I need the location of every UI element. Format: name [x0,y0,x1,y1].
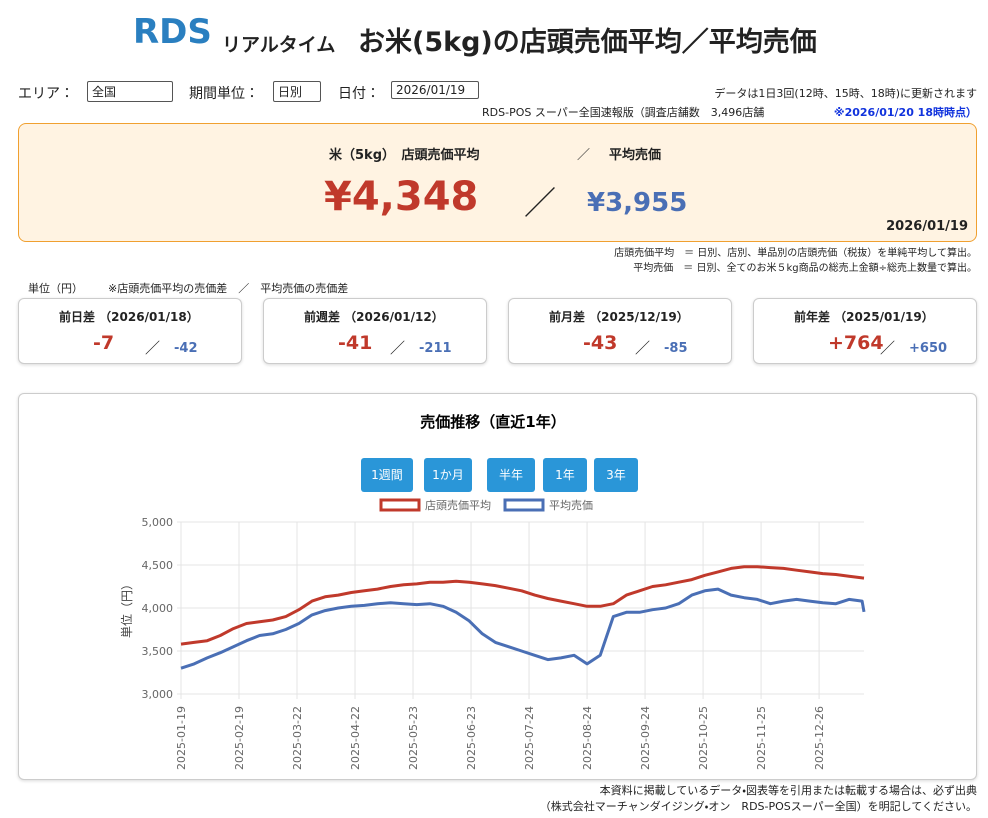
x-tick-label: 2025-03-22 [291,706,304,770]
diff-separator: ／ [390,339,406,357]
diff-separator: ／ [635,339,651,357]
range-button-label[interactable]: 半年 [499,468,523,482]
x-tick-label: 2025-05-23 [407,706,420,770]
diff-separator: ／ [880,339,896,357]
summary-box: 米（5kg） 店頭売価平均 ／ 平均売価 ¥4,348 ／ ¥3,955 202… [18,123,977,242]
note: 平均売価 ＝ 日別、全てのお米５kg商品の総売上金額÷総売上数量で算出。 [633,263,977,274]
range-button[interactable] [594,458,638,492]
area-label: エリア： [18,86,74,102]
update-note: データは1日3回(12時、15時、18時)に更新されます [714,87,977,100]
legend-swatch [503,498,545,512]
series-line [180,587,866,670]
timestamp: ※2026/01/20 18時時点） [833,106,977,119]
x-tick-label: 2025-02-19 [233,706,246,770]
subtitle: リアルタイム [222,34,336,56]
summary-separator: ／ [524,184,557,222]
diff-title: 前年差 （2025/01/19） [794,310,934,324]
legend-swatch [379,498,421,512]
diff-store: -43 [583,332,618,354]
summary-date: 2026/01/19 [886,219,968,234]
y-tick-label: 3,000 [142,688,174,701]
area-select[interactable]: 全国 [87,81,173,102]
note: 店頭売価平均 ＝ 日別、店別、単品別の店頭売価（税抜）を単純平均して算出。 [614,248,977,259]
series-line [180,565,865,646]
y-tick-label: 4,000 [142,602,174,615]
range-button-label[interactable]: 1年 [555,468,575,482]
diff-card: 前日差 （2026/01/18） -7 ／ -42 [18,298,242,364]
footer: 本資料に掲載しているデータ・図表等を引用または転載する場合は、必ず出典 [599,784,977,797]
diff-store: -7 [93,332,115,354]
x-tick-label: 2025-01-19 [175,706,188,770]
y-tick-label: 5,000 [142,516,174,529]
range-button[interactable] [487,458,535,492]
diff-average: +650 [909,341,948,356]
x-tick-label: 2025-04-22 [349,706,362,770]
x-tick-label: 2025-08-24 [581,706,594,770]
x-tick-label: 2025-07-24 [523,706,536,770]
range-button-label[interactable]: 3年 [606,468,626,482]
y-axis-label: 単位（円） [120,578,134,638]
chart-box: 売価推移（直近1年） 1週間 1か月 半年 1年 3年店頭売価平均 平均売価 3,000 3,… [18,393,977,780]
range-button[interactable] [361,458,413,492]
period-label: 期間単位： [189,86,259,102]
diff-card: 前年差 （2025/01/19） +764 ／ +650 [753,298,977,364]
diff-title: 前週差 （2026/01/12） [304,310,444,324]
y-tick-label: 3,500 [142,645,174,658]
title: お米(5kg)の店頭売価平均／平均売価 [358,27,817,58]
chart-title: 売価推移（直近1年） [420,413,565,431]
x-tick-label: 2025-11-25 [755,706,768,770]
footer: （株式会社マーチャンダイジング・オン RDS-POSスーパー全国）を明記してくだ… [539,800,977,813]
source: RDS-POS スーパー全国速報版（調査店舗数 3,496店舗 [482,106,765,119]
average-price: ¥3,955 [587,188,688,218]
legend-label: 店頭売価平均 [425,498,491,512]
range-button-label[interactable]: 1か月 [432,468,464,482]
diff-card: 前月差 （2025/12/19） -43 ／ -85 [508,298,732,364]
diff-title: 前日差 （2026/01/18） [59,310,199,324]
date-label: 日付： [338,86,380,102]
summary-label: 平均売価 [609,148,662,163]
summary-label: 米（5kg） 店頭売価平均 [329,148,480,163]
diff-title: 前月差 （2025/12/19） [549,310,689,324]
logo: RDS [133,12,212,52]
y-tick-label: 4,500 [142,559,174,572]
x-tick-label: 2025-09-24 [639,706,652,770]
diff-average: -85 [664,341,688,356]
range-button-label[interactable]: 1週間 [371,468,403,482]
diff-average: -42 [174,341,198,356]
period-select[interactable]: 日別 [273,81,321,102]
x-tick-label: 2025-06-23 [465,706,478,770]
diff-note: ※店頭売価平均の売価差 ／ 平均売価の売価差 [108,282,349,295]
diff-unit: 単位（円） [28,282,83,295]
x-tick-label: 2025-12-26 [813,706,826,770]
range-button[interactable] [424,458,472,492]
diff-store: +764 [828,332,884,354]
diff-store: -41 [338,332,373,354]
legend-label: 平均売価 [549,498,593,512]
diff-average: -211 [419,341,452,356]
diff-separator: ／ [145,339,161,357]
summary-separator: ／ [577,148,591,163]
range-button[interactable] [543,458,587,492]
store-average: ¥4,348 [324,174,479,220]
diff-card: 前週差 （2026/01/12） -41 ／ -211 [263,298,487,364]
x-tick-label: 2025-10-25 [697,706,710,770]
date-input[interactable]: 2026/01/19 [391,81,479,99]
